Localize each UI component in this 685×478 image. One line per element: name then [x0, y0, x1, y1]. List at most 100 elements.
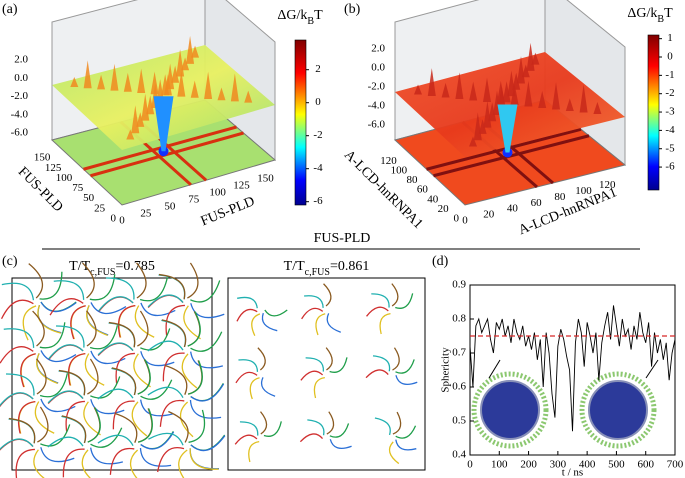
chain	[236, 308, 258, 322]
colorbar-title-part: T	[664, 6, 673, 21]
x-tick-label: 700	[667, 459, 684, 471]
y-tick-label: 50	[83, 192, 95, 204]
colorbar-tick-label: -4	[313, 162, 323, 174]
chain	[239, 421, 259, 436]
snapshot-frame	[227, 277, 426, 471]
y-axis-title: Sphericity	[440, 347, 452, 393]
chain	[162, 352, 185, 382]
surface-ridge	[150, 71, 159, 95]
z-tick-label: 0.0	[371, 62, 385, 74]
chain	[187, 311, 201, 347]
chain	[190, 383, 225, 402]
x-tick-label: 40	[507, 203, 519, 215]
x-tick-label: 80	[554, 191, 566, 203]
x-tick-label: 125	[233, 179, 250, 191]
chain	[234, 434, 258, 445]
chain	[140, 302, 176, 317]
chain	[83, 401, 101, 436]
data-line	[469, 305, 676, 432]
chain	[90, 302, 127, 315]
snapshot-title-part: c,FUS	[305, 267, 330, 278]
chain	[140, 431, 175, 450]
chain	[87, 407, 101, 443]
chain	[157, 447, 185, 473]
chain	[238, 359, 259, 372]
chain	[323, 283, 332, 307]
chain	[84, 353, 105, 386]
snapshot-title-part: =0.861	[330, 259, 369, 274]
surface-ridge	[146, 95, 155, 115]
chain	[39, 373, 69, 398]
chain	[305, 357, 324, 372]
snapshot-title-part: c,FUS	[90, 267, 115, 278]
chain	[40, 398, 76, 413]
chain	[112, 400, 135, 430]
chain	[326, 411, 335, 435]
chain	[261, 312, 278, 332]
z-tick-label: -2.0	[11, 90, 29, 102]
chain	[98, 296, 134, 312]
y-tick-label: 20	[438, 203, 450, 215]
y-tick-label: 0.8	[452, 313, 466, 325]
chain	[237, 296, 258, 309]
chain	[90, 447, 124, 465]
surface-ridge	[593, 102, 602, 114]
chain	[0, 392, 34, 407]
chain	[22, 305, 37, 341]
chain	[147, 340, 184, 352]
chain	[8, 417, 36, 444]
y-tick-label: 0.4	[452, 449, 466, 461]
chain	[260, 411, 268, 435]
chain	[86, 310, 97, 347]
chain	[301, 307, 324, 320]
colorbar-tick-label: 0	[315, 96, 321, 108]
chain	[97, 388, 134, 400]
chain	[388, 441, 400, 465]
x-tick-label: 300	[550, 459, 567, 471]
y-tick-label: 25	[94, 202, 106, 214]
y-tick-label: 0.9	[452, 279, 466, 291]
chain	[395, 375, 418, 385]
chain	[164, 364, 188, 395]
chain	[62, 448, 85, 478]
chain	[97, 434, 134, 447]
chain	[190, 280, 221, 303]
chain	[137, 310, 149, 347]
panel-label: (c)	[2, 254, 18, 269]
colorbar	[294, 39, 307, 206]
chain	[392, 347, 400, 371]
surface-ridge	[177, 71, 186, 97]
chain	[257, 347, 266, 371]
chain	[188, 409, 206, 443]
y-tick-label: 125	[45, 162, 62, 174]
surface-ridge	[414, 84, 422, 95]
colorbar-tick-label: 2	[315, 63, 321, 75]
arrow	[645, 359, 659, 379]
chain	[28, 263, 44, 299]
colorbar-tick-label: -5	[665, 142, 675, 154]
y-tick-label: 80	[407, 174, 419, 186]
chain	[395, 293, 414, 309]
colorbar-tick-label: -1	[665, 69, 674, 81]
z-tick-label: 2.0	[371, 43, 385, 55]
z-tick-label: -4.0	[11, 108, 29, 120]
y-tick-label: 0	[111, 213, 117, 225]
chain	[188, 360, 203, 395]
colorbar-tick-label: -6	[665, 161, 675, 173]
chain	[33, 449, 45, 478]
surface-ridge	[83, 60, 92, 89]
surface-ridge	[190, 80, 199, 98]
surface-ridge	[204, 71, 213, 99]
chain	[87, 358, 99, 395]
chain	[70, 305, 86, 340]
chain	[139, 447, 172, 467]
chain	[139, 277, 169, 302]
chain	[189, 448, 219, 470]
colorbar-tick-label: -4	[665, 124, 675, 136]
chain	[108, 321, 136, 348]
chain	[189, 399, 222, 419]
surface-ridge	[469, 136, 477, 147]
chain	[47, 390, 84, 404]
surface-ridge	[565, 98, 574, 111]
